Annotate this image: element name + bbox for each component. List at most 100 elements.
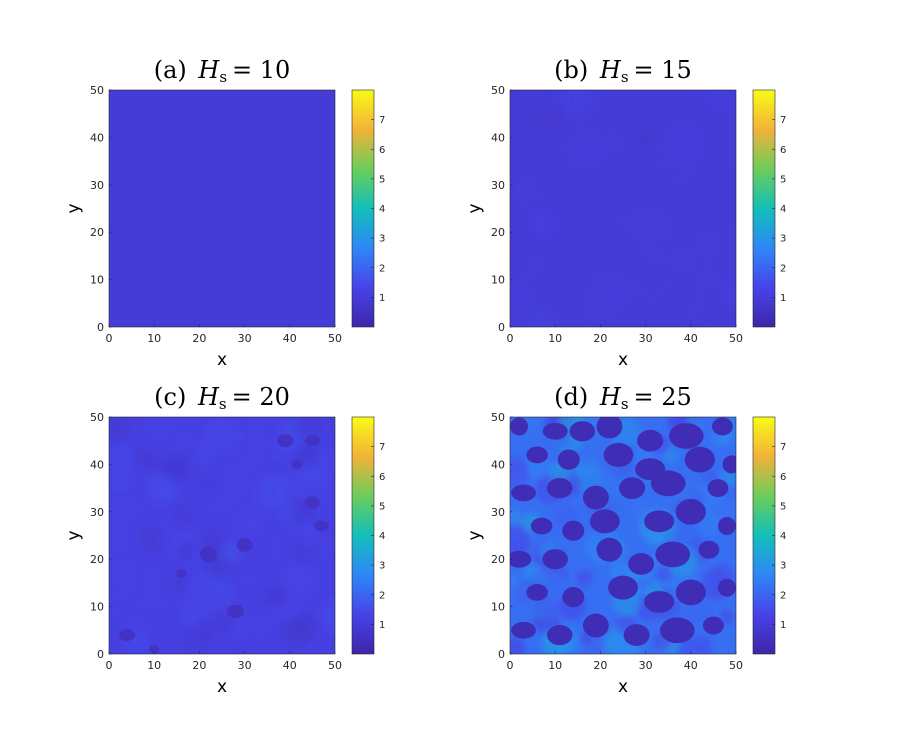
y-tick-label: 40 bbox=[90, 131, 104, 144]
y-tick-label: 0 bbox=[498, 648, 505, 661]
axes-frame bbox=[108, 416, 336, 655]
colorbar: 1 2 3 4 5 6 7 bbox=[752, 416, 786, 655]
colorbar-tick-label: 4 bbox=[780, 204, 786, 215]
heatmap-spot bbox=[511, 484, 536, 502]
y-tick-label: 50 bbox=[491, 411, 505, 424]
x-tick-label: 10 bbox=[548, 332, 562, 345]
y-tick-label: 20 bbox=[491, 226, 505, 239]
y-tick-label: 40 bbox=[491, 131, 505, 144]
y-axis-label: y bbox=[64, 530, 84, 540]
panel-b: 0 10 20 30 40 50 0 10 20 30 40 50 x y (b) Hs = 15 1 2 3 4 5 6… bbox=[465, 56, 786, 370]
heatmap-spot bbox=[542, 549, 568, 570]
heatmap-spot bbox=[637, 429, 664, 452]
colorbar-tick-label: 1 bbox=[379, 293, 385, 304]
y-tick-label: 20 bbox=[90, 553, 104, 566]
x-tick-label: 0 bbox=[106, 332, 113, 345]
heatmap-spot bbox=[526, 446, 548, 464]
heatmap-spot bbox=[707, 479, 729, 498]
heatmap-spot bbox=[542, 422, 568, 440]
panel-title: (d) Hs = 25 bbox=[554, 383, 692, 413]
heatmap-spot bbox=[619, 477, 646, 500]
heatmap-spot bbox=[526, 583, 548, 601]
colorbar-tick-label: 6 bbox=[780, 145, 786, 156]
heatmap-spot bbox=[712, 417, 733, 436]
x-tick-label: 50 bbox=[328, 332, 342, 345]
colorbar-tick-label: 3 bbox=[379, 561, 385, 572]
colorbar-tick-label: 7 bbox=[780, 115, 786, 126]
panel-title-label: (c) bbox=[154, 383, 194, 411]
heatmap-spot bbox=[717, 578, 736, 597]
heatmap-spot bbox=[623, 624, 650, 646]
x-tick-label: 30 bbox=[639, 332, 653, 345]
heatmap-spot bbox=[702, 616, 724, 635]
y-tick-label: 40 bbox=[90, 458, 104, 471]
heatmap-spot bbox=[511, 621, 536, 639]
x-tick-label: 0 bbox=[507, 332, 514, 345]
panel-title-subscript: s bbox=[621, 68, 629, 86]
panel-title-subscript: s bbox=[219, 395, 227, 413]
y-tick-label: 10 bbox=[90, 274, 104, 287]
heatmap-spot bbox=[675, 579, 706, 606]
heatmap-spot bbox=[655, 541, 691, 568]
heatmap-spot bbox=[668, 423, 704, 449]
panel-title-value: = 15 bbox=[634, 56, 692, 84]
heatmap-spot bbox=[546, 624, 573, 646]
colorbar-tick-label: 6 bbox=[780, 472, 786, 483]
heatmap-spot bbox=[717, 517, 736, 536]
x-tick-label: 10 bbox=[147, 332, 161, 345]
x-axis-label: x bbox=[618, 350, 628, 370]
axes-frame bbox=[108, 89, 336, 328]
x-tick-label: 50 bbox=[729, 332, 743, 345]
heatmap-spot bbox=[510, 417, 529, 436]
colorbar-tick-label: 1 bbox=[780, 620, 786, 631]
y-tick-label: 30 bbox=[90, 179, 104, 192]
heatmap-spot bbox=[530, 517, 553, 535]
low-value-spots bbox=[510, 417, 736, 646]
heatmap-spot bbox=[603, 442, 634, 467]
x-tick-label: 50 bbox=[328, 659, 342, 672]
heatmap-spot bbox=[675, 498, 706, 525]
panel-title-value: = 20 bbox=[232, 383, 290, 411]
x-tick-label: 0 bbox=[507, 659, 514, 672]
heatmap-spot bbox=[644, 590, 675, 613]
panel-title: (b) Hs = 15 bbox=[554, 56, 692, 86]
low-value-spots bbox=[118, 434, 329, 654]
field-texture bbox=[510, 90, 736, 327]
panel-title-variable: H bbox=[599, 56, 622, 84]
heatmap-spot bbox=[722, 455, 736, 474]
y-tick-label: 0 bbox=[498, 321, 505, 334]
heatmap-spot bbox=[314, 520, 329, 532]
heatmap-spot bbox=[650, 470, 686, 497]
x-tick-label: 10 bbox=[548, 659, 562, 672]
y-tick-label: 10 bbox=[491, 274, 505, 287]
x-tick-label: 30 bbox=[639, 659, 653, 672]
panel-title: (a) Hs = 10 bbox=[154, 56, 291, 86]
panel-title: (c) Hs = 20 bbox=[154, 383, 290, 413]
heatmap-spot bbox=[546, 477, 573, 499]
y-tick-label: 50 bbox=[90, 411, 104, 424]
colorbar-tick-label: 5 bbox=[780, 174, 786, 185]
heatmap-spot bbox=[582, 613, 609, 638]
colorbar-tick-label: 7 bbox=[379, 442, 385, 453]
panel-a: 0 10 20 30 40 50 0 10 20 30 40 50 x y (a) Hs = 10 1 2 3 4 5 6… bbox=[64, 56, 385, 370]
colorbar-tick-label: 3 bbox=[780, 234, 786, 245]
heatmap-spot bbox=[236, 537, 253, 552]
heatmap-spot bbox=[226, 604, 245, 619]
heatmap-spot bbox=[684, 446, 715, 473]
x-tick-label: 30 bbox=[238, 659, 252, 672]
x-tick-label: 40 bbox=[684, 659, 698, 672]
colorbar-tick-label: 2 bbox=[780, 263, 786, 274]
colorbar: 1 2 3 4 5 6 7 bbox=[351, 89, 385, 328]
panel-title-label: (d) bbox=[554, 383, 596, 411]
heatmap-spot bbox=[304, 435, 320, 446]
heatmap-spot bbox=[557, 449, 580, 470]
y-tick-label: 10 bbox=[491, 601, 505, 614]
colorbar-gradient bbox=[752, 89, 776, 328]
x-tick-label: 20 bbox=[192, 659, 206, 672]
x-tick-label: 20 bbox=[192, 332, 206, 345]
heatmap-spot bbox=[562, 587, 585, 608]
heatmap-spot bbox=[562, 520, 585, 541]
heatmap-spot bbox=[590, 509, 620, 534]
colorbar-tick-label: 1 bbox=[379, 620, 385, 631]
